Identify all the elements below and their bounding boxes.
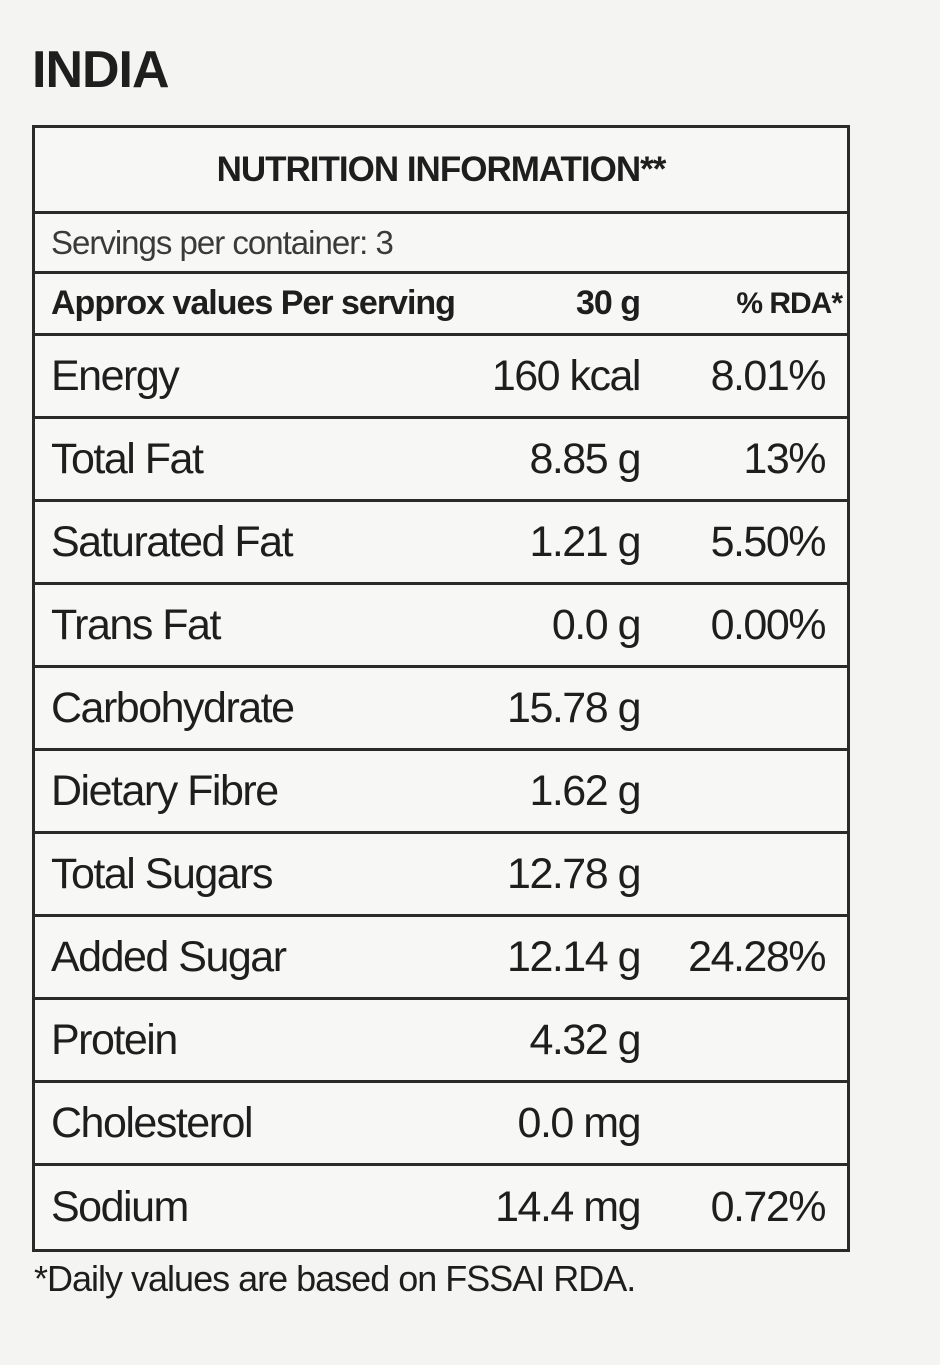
nutrient-row-trans-fat: Trans Fat 0.0 g 0.00% [35,585,847,668]
nutrient-row-cholesterol: Cholesterol 0.0 mg [35,1083,847,1166]
nutrient-name: Carbohydrate [51,683,295,732]
country-heading: INDIA [32,41,170,99]
nutrient-name: Added Sugar [51,932,287,981]
nutrient-name: Protein [51,1015,178,1064]
nutrient-name: Sodium [51,1183,189,1231]
nutrient-amount: 14.4 mg [495,1183,641,1231]
nutrient-rda: 24.28% [688,932,826,981]
nutrition-panel: NUTRITION INFORMATION** Servings per con… [32,125,850,1252]
nutrient-name: Cholesterol [51,1098,254,1147]
column-header-amount: 30 g [575,284,641,322]
nutrient-rda: 13% [743,434,826,483]
nutrient-row-total-sugars: Total Sugars 12.78 g [35,834,847,917]
nutrient-name: Energy [51,351,180,400]
nutrient-rda: 0.72% [710,1183,827,1231]
nutrient-row-saturated-fat: Saturated Fat 1.21 g 5.50% [35,502,847,585]
nutrient-amount: 15.78 g [507,683,641,732]
nutrient-amount: 0.0 g [551,600,642,649]
nutrient-amount: 1.21 g [529,517,641,566]
nutrient-rda: 5.50% [710,517,827,566]
column-header-label: Approx values Per serving [51,284,456,322]
nutrient-row-carbohydrate: Carbohydrate 15.78 g [35,668,847,751]
nutrient-row-dietary-fibre: Dietary Fibre 1.62 g [35,751,847,834]
column-header-row: Approx values Per serving 30 g % RDA* [35,274,847,336]
panel-title: NUTRITION INFORMATION** [35,128,847,214]
nutrient-name: Saturated Fat [51,517,294,566]
nutrient-rda: 0.00% [710,600,827,649]
nutrient-name: Total Fat [51,434,204,483]
nutrient-amount: 1.62 g [529,766,641,815]
servings-per-container: Servings per container: 3 [35,214,847,274]
nutrient-name: Total Sugars [51,849,274,898]
nutrient-row-added-sugar: Added Sugar 12.14 g 24.28% [35,917,847,1000]
nutrient-amount: 8.85 g [529,434,641,483]
nutrient-name: Dietary Fibre [51,766,279,815]
rda-footnote: *Daily values are based on FSSAI RDA. [34,1258,636,1299]
nutrient-amount: 12.78 g [507,849,641,898]
nutrient-rda: 8.01% [710,351,827,400]
nutrient-amount: 4.32 g [529,1015,641,1064]
nutrient-amount: 0.0 mg [517,1098,642,1147]
nutrient-name: Trans Fat [51,600,221,649]
column-header-rda: % RDA* [736,286,843,320]
nutrient-row-energy: Energy 160 kcal 8.01% [35,336,847,419]
nutrient-amount: 160 kcal [491,351,642,400]
nutrient-row-protein: Protein 4.32 g [35,1000,847,1083]
nutrient-amount: 12.14 g [507,932,641,981]
nutrient-row-sodium: Sodium 14.4 mg 0.72% [35,1166,847,1249]
nutrient-row-total-fat: Total Fat 8.85 g 13% [35,419,847,502]
